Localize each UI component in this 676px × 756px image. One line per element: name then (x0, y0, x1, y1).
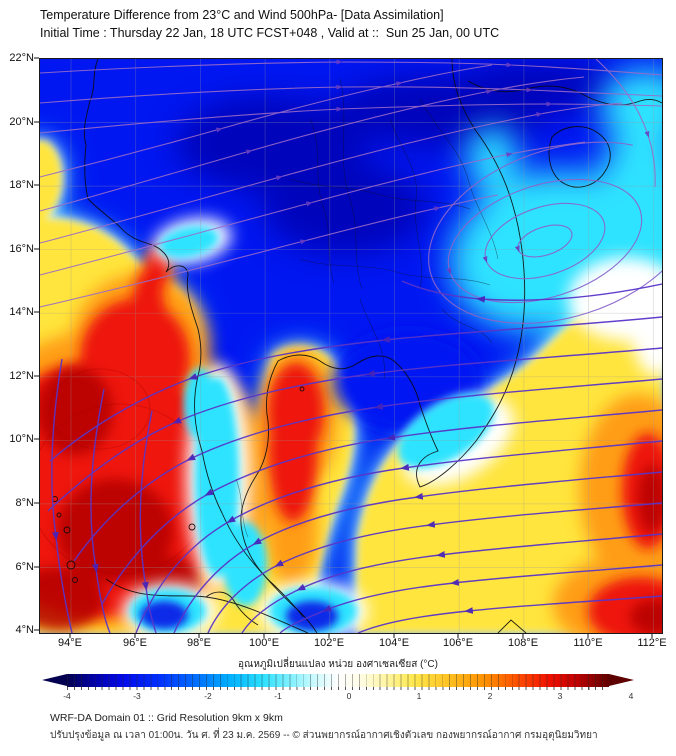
colorbar-tick: -1 (274, 691, 282, 701)
vortex-streamlines (428, 141, 662, 324)
colorbar-tick: 4 (628, 691, 634, 701)
lon-tick-label: 98°E (187, 637, 211, 649)
temperature-wind-field (40, 59, 662, 633)
lon-tick-label: 106°E (442, 637, 474, 649)
lon-tick-label: 102°E (313, 637, 345, 649)
lon-tick-label: 110°E (573, 637, 603, 649)
lat-tick-label: 16°N (9, 243, 34, 255)
colorbar-tick: -3 (133, 691, 141, 701)
lat-tick-label: 18°N (9, 179, 34, 191)
colorbar-left-arrow (42, 674, 67, 686)
domain-resolution-note: WRF-DA Domain 01 :: Grid Resolution 9km … (50, 712, 283, 724)
streamlines-north (40, 59, 662, 308)
colorbar-gradient (67, 674, 609, 687)
colorbar (42, 674, 634, 690)
chart-subtitle: Initial Time : Thursday 22 Jan, 18 UTC F… (40, 26, 500, 40)
colorbar-tick: 2 (487, 691, 493, 701)
colorbar-tick: 1 (416, 691, 422, 701)
chart-title: Temperature Difference from 23°C and Win… (40, 8, 444, 22)
lon-tick-label: 108°E (507, 637, 539, 649)
lat-tick-label: 22°N (9, 52, 34, 64)
colorbar-minor-ticks (67, 687, 609, 690)
colorbar-tick: -2 (204, 691, 212, 701)
map-plot (39, 58, 663, 634)
lat-tick-label: 8°N (15, 497, 34, 509)
colorbar-right-arrow (609, 674, 634, 686)
colorbar-tick: 0 (346, 691, 352, 701)
colorbar-tick: -4 (63, 691, 71, 701)
lon-tick-label: 112°E (637, 637, 667, 649)
lat-tick-label: 10°N (9, 433, 34, 445)
update-credit-note: ปรับปรุงข้อมูล ณ เวลา 01:00น. วัน ศ. ที่… (50, 730, 598, 741)
colorbar-tick: 3 (557, 691, 563, 701)
lat-tick-label: 12°N (9, 370, 34, 382)
colorbar-label: อุณหภูมิเปลี่ยนแปลง หน่วย องศาเซลเซียส (… (238, 659, 438, 670)
lat-tick-label: 4°N (15, 624, 34, 636)
lon-tick-label: 94°E (58, 637, 82, 649)
lat-tick-label: 14°N (9, 306, 34, 318)
lon-tick-label: 100°E (248, 637, 280, 649)
streamlines-south (47, 280, 662, 633)
lon-tick-label: 104°E (378, 637, 410, 649)
lat-tick-label: 20°N (9, 116, 34, 128)
lon-tick-label: 96°E (123, 637, 147, 649)
lat-tick-label: 6°N (15, 561, 34, 573)
